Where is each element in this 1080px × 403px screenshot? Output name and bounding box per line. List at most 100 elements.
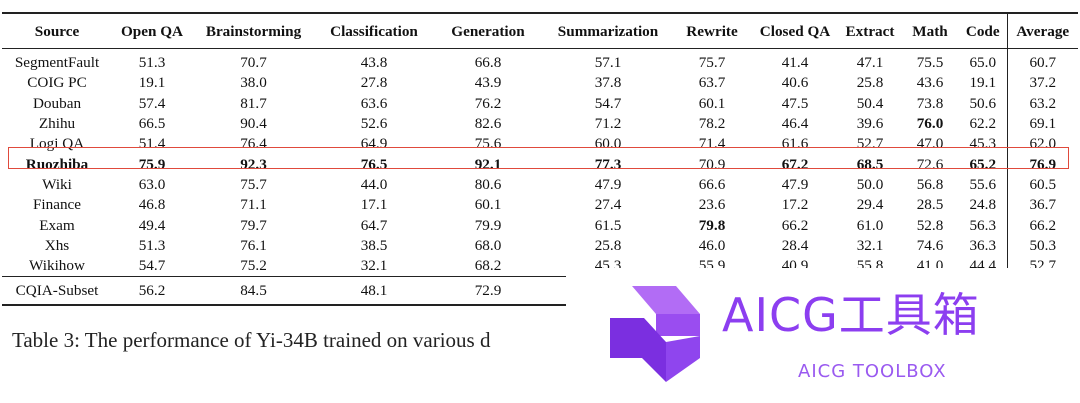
table-cell: 72.9 [474,281,502,299]
table-cell: 79.8 [698,216,726,234]
results-table: Source Open QA Brainstorming Classification… [2,12,1078,306]
table-cell: 76.0 [916,115,944,133]
table-cell: 79.9 [474,216,502,234]
table-cell: 60.1 [474,196,502,214]
table-cell: 71.2 [594,115,622,133]
table-cell: 46.0 [698,236,726,254]
table-cell: 68.2 [474,257,502,275]
table-cell: 17.2 [781,196,809,214]
table-row-exam: Exam 49.4 79.7 64.7 79.9 61.5 79.8 66.2 61.0 52.8… [2,215,1078,236]
column-header-source: Source [34,23,80,40]
row-source-label: Logi QA [29,135,85,153]
table-cell: 67.2 [781,155,809,173]
table-cell: 64.7 [360,216,388,234]
row-source-label: Exam [39,216,75,234]
table-cell: 68.5 [856,155,884,173]
table-cell: 62.2 [969,115,997,133]
table-cell: 64.9 [360,135,388,153]
table-cell: 66.6 [698,175,726,193]
table-cell: 70.7 [240,54,267,72]
table-cell: 56.2 [138,281,166,299]
table-cell: 36.3 [969,236,997,254]
table-cell: 41.4 [781,54,809,72]
table-cell: 81.7 [240,94,267,112]
table-cell: 52.6 [360,115,388,133]
table-cell: 63.6 [360,94,388,112]
table-cell: 51.3 [138,54,166,72]
table-cell: 65.2 [969,155,997,173]
table-cell: 76.4 [240,135,267,153]
table-cell: 50.0 [856,175,884,193]
table-row-zhihu: Zhihu 66.5 90.4 52.6 82.6 71.2 78.2 46.4 39.6 76.… [2,113,1078,135]
table-cell: 66.2 [1006,215,1078,236]
table-cell: 61.6 [781,135,809,153]
table-cell: 66.5 [138,115,166,133]
table-cell: 80.6 [474,175,502,193]
table-cell: 60.5 [1006,174,1078,196]
table-cell: 50.3 [1006,235,1078,256]
table-cell: 77.3 [594,155,622,173]
table-cell: 92.3 [240,155,267,173]
table-cell: 76.2 [474,94,502,112]
column-header-average: Average [1006,13,1078,49]
table-cell: 51.3 [138,236,166,254]
table-row-douban: Douban 57.4 81.7 63.6 76.2 54.7 60.1 47.5 50.4 73… [2,93,1078,114]
table-cell: 51.4 [138,135,166,153]
column-header-open-qa: Open QA [120,23,184,40]
table-cell: 72.6 [916,155,944,173]
table-cell: 19.1 [969,74,997,92]
table-cell: 75.7 [240,175,267,193]
table-row-segmentfault: SegmentFault 51.3 70.7 43.8 66.8 57.1 75.7 41.4… [2,48,1078,74]
row-source-label: Wiki [42,175,72,193]
table-cell: 28.5 [916,196,944,214]
table-row-wiki: Wiki 63.0 75.7 44.0 80.6 47.9 66.6 47.9 50.0 56.8… [2,174,1078,196]
table-cell: 43.9 [474,74,502,92]
column-header-math: Math [912,23,948,40]
table-cell: 66.2 [781,216,809,234]
table-cell: 60.7 [1006,48,1078,74]
table-cell: 17.1 [360,196,388,214]
table-cell: 62.0 [1006,134,1078,155]
table-cell: 55.6 [969,175,997,193]
table-cell: 69.1 [1006,113,1078,135]
table-cell: 56.3 [969,216,997,234]
table-cell: 84.5 [240,281,267,299]
row-source-label: SegmentFault [14,54,100,72]
table-cell: 63.2 [1006,93,1078,114]
table-cell: 82.6 [474,115,502,133]
table-row-finance: Finance 46.8 71.1 17.1 60.1 27.4 23.6 17.2 29.4 2… [2,195,1078,216]
column-header-code: Code [965,23,1000,40]
row-source-label: CQIA-Subset [15,281,99,299]
watermark: AICG工具箱 AICG TOOLBOX [566,268,1080,403]
table-cell: 56.8 [916,175,944,193]
table-row-ruozhiba: Ruozhiba 75.9 92.3 76.5 92.1 77.3 70.9 67.2 68.5… [2,154,1078,175]
table-cell: 47.5 [781,94,809,112]
table-header-row: Source Open QA Brainstorming Classification… [2,13,1078,49]
table-cell: 40.6 [781,74,809,92]
table-cell: 47.9 [781,175,809,193]
table-cell: 49.4 [138,216,166,234]
table-cell: 43.6 [916,74,944,92]
row-source-label: Ruozhiba [25,155,89,173]
column-header-brainstorming: Brainstorming [205,23,302,40]
table-cell: 75.6 [474,135,502,153]
table-cell: 90.4 [240,115,267,133]
table-row-coig-pc: COIG PC 19.1 38.0 27.8 43.9 37.8 63.7 40.6 25.8 4… [2,73,1078,94]
watermark-title: AICG工具箱 [722,288,980,342]
column-header-classification: Classification [330,23,418,40]
table-cell: 50.4 [856,94,884,112]
table-cell: 25.8 [856,74,884,92]
table-cell: 92.1 [474,155,502,173]
table-cell: 28.4 [781,236,809,254]
table-cell: 37.2 [1006,73,1078,94]
table-cell: 27.8 [360,74,388,92]
table-cell: 71.1 [240,196,267,214]
table-cell: 76.9 [1006,154,1078,175]
table-cell: 52.7 [856,135,884,153]
table-cell: 24.8 [969,196,997,214]
table-row-xhs: Xhs 51.3 76.1 38.5 68.0 25.8 46.0 28.4 32.1 74.6 3… [2,235,1078,256]
table-cell: 57.1 [594,54,622,72]
table-cell: 46.4 [781,115,809,133]
table-cell: 63.0 [138,175,166,193]
table-cell: 63.7 [698,74,726,92]
